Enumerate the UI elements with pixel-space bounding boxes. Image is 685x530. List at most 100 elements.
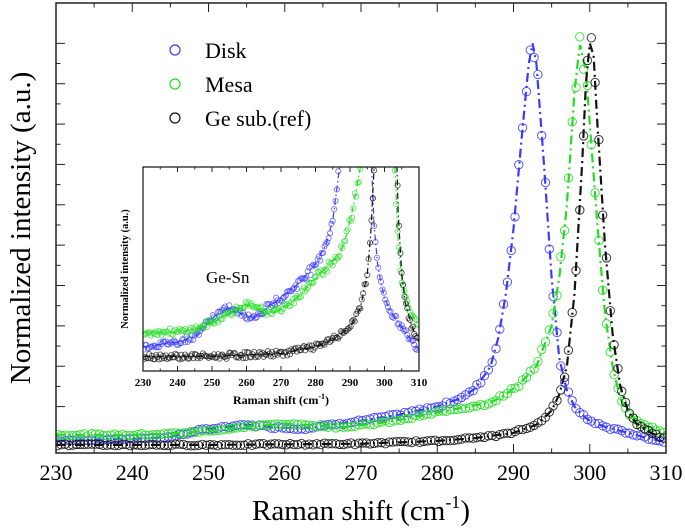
inset-marker-mesa — [336, 252, 343, 259]
main-plot: 230 240 250 260 270 280 290 300 310 — [40, 2, 683, 485]
inset-x-tick-label: 230 — [135, 377, 152, 389]
inset-marker-mesa — [394, 228, 401, 235]
inset-marker-disk — [320, 249, 327, 256]
inset-marker-mesa — [282, 302, 289, 309]
inset-annotation-ge-sn: Ge-Sn — [206, 268, 250, 287]
main-marker-disk — [605, 424, 615, 434]
inset-marker-ge-sub-ref — [242, 355, 249, 362]
inset-marker-ge-sub-ref — [278, 348, 285, 355]
inset-marker-mesa — [171, 328, 178, 335]
x-axis-label-close: ) — [460, 495, 470, 527]
main-marker-ge-sub-ref — [498, 428, 509, 439]
inset-marker-ge-sub-ref — [351, 318, 358, 325]
inset-marker-mesa — [288, 299, 295, 306]
inset-fit-line-mesa — [143, 167, 419, 333]
legend-marker-ge-sub — [169, 112, 181, 124]
inset-marker-ge-sub-ref — [371, 167, 378, 174]
legend-label-disk: Disk — [205, 38, 247, 63]
inset-marker-mesa — [353, 193, 360, 200]
inset-marker-ge-sub-ref — [362, 280, 369, 287]
inset-x-tick-label: 250 — [204, 377, 221, 389]
main-marker-mesa — [537, 344, 547, 355]
inset-marker-disk — [411, 341, 418, 348]
inset-marker-mesa — [344, 226, 351, 233]
inset-y-axis-label: Normalized intensity (a.u.) — [120, 209, 131, 329]
inset-marker-mesa — [390, 71, 395, 76]
inset-marker-ge-sub-ref — [401, 293, 408, 300]
inset-marker-mesa — [391, 108, 396, 113]
main-marker-ge-sub-ref — [586, 33, 596, 43]
inset-marker-ge-sub-ref — [406, 316, 414, 323]
main-marker-mesa — [437, 406, 448, 416]
legend-marker-disk — [169, 44, 181, 56]
main-marker-ge-sub-ref — [235, 440, 246, 450]
inset-marker-ge-sub-ref — [153, 352, 160, 359]
main-x-tick-label: 230 — [40, 460, 73, 485]
inset-marker-mesa — [271, 305, 278, 312]
main-marker-mesa — [529, 364, 539, 374]
inset-marker-ge-sub-ref — [346, 324, 353, 332]
x-axis-label-main: Raman shift (cm — [252, 495, 446, 527]
main-marker-ge-sub-ref — [483, 431, 493, 441]
main-marker-disk — [464, 387, 474, 397]
main-marker-mesa — [617, 396, 627, 406]
main-marker-disk — [567, 395, 577, 406]
main-marker-ge-sub-ref — [552, 395, 562, 406]
main-x-tick-label: 280 — [421, 460, 454, 485]
inset-marker-disk — [252, 315, 259, 322]
main-marker-mesa — [235, 422, 246, 432]
main-marker-mesa — [468, 401, 478, 411]
legend-marker-mesa — [169, 78, 181, 90]
inset-x-tick-label: 290 — [342, 377, 359, 389]
inset-marker-ge-sub-ref — [357, 305, 364, 312]
legend-label-ge-sub: Ge sub.(ref) — [205, 106, 311, 131]
main-marker-ge-sub-ref — [197, 439, 208, 450]
inset-x-tick-label: 260 — [238, 377, 255, 389]
main-x-tick-label: 290 — [497, 460, 530, 485]
inset-marker-disk — [366, 28, 371, 33]
inset-marker-disk — [340, 111, 345, 116]
main-marker-disk — [533, 69, 543, 80]
main-marker-mesa — [293, 419, 303, 430]
main-marker-mesa — [197, 425, 208, 436]
inset-marker-ge-sub-ref — [392, 86, 397, 91]
main-marker-ge-sub-ref — [559, 372, 570, 382]
y-axis-label: Normalized intensity (a.u.) — [5, 72, 37, 384]
main-marker-mesa — [178, 428, 188, 438]
inset-fit-line-disk — [143, 167, 419, 351]
inset-marker-disk — [289, 286, 296, 293]
inset-marker-disk — [415, 345, 419, 352]
main-marker-ge-sub-ref — [369, 438, 379, 449]
inset-marker-disk — [282, 292, 289, 299]
inset-marker-mesa — [155, 328, 162, 335]
main-marker-mesa — [331, 423, 341, 433]
inset-fit-line-ge-sub-ref — [143, 167, 419, 357]
main-marker-ge-sub-ref — [216, 440, 227, 450]
inset-marker-disk — [329, 217, 336, 225]
inset-marker-mesa — [317, 266, 324, 274]
inset-marker-mesa — [335, 254, 342, 261]
main-marker-mesa — [361, 419, 371, 429]
inset-marker-disk — [193, 330, 200, 338]
inset-marker-mesa — [303, 286, 310, 293]
main-marker-mesa — [159, 428, 169, 439]
inset-marker-mesa — [257, 303, 265, 310]
inset-marker-mesa — [366, 20, 371, 25]
main-marker-ge-sub-ref — [617, 386, 627, 396]
main-marker-disk — [563, 387, 574, 397]
inset-x-axis-label-main: Raman shift (cm — [233, 393, 318, 407]
legend-label-mesa: Mesa — [205, 72, 253, 97]
main-marker-ge-sub-ref — [659, 433, 666, 443]
main-marker-disk — [620, 428, 631, 438]
inset-x-axis-label-close: ) — [325, 393, 329, 407]
inset-marker-ge-sub-ref — [326, 338, 334, 346]
inset-marker-ge-sub-ref — [374, 35, 379, 40]
inset-marker-disk — [338, 139, 343, 144]
main-marker-ge-sub-ref — [273, 439, 284, 449]
main-marker-ge-sub-ref — [464, 433, 474, 443]
inset-marker-disk — [311, 262, 318, 269]
main-marker-disk — [441, 397, 452, 407]
main-marker-disk — [556, 361, 566, 371]
inset-marker-ge-sub-ref — [241, 348, 248, 355]
